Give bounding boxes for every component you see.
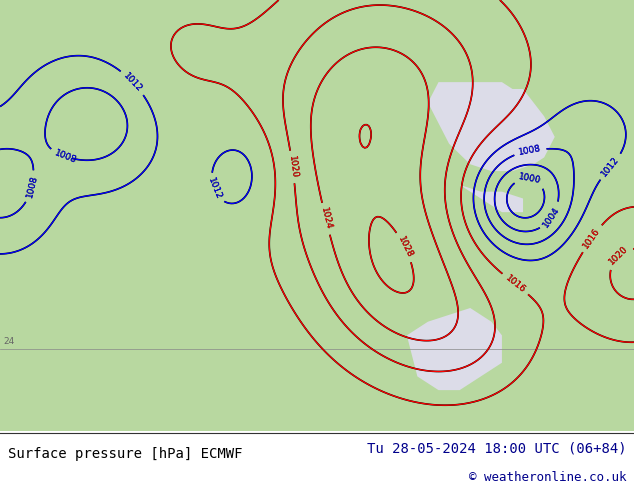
Text: 1024: 1024 [319, 207, 333, 231]
Text: 1008: 1008 [25, 174, 39, 199]
Text: 1000: 1000 [518, 172, 542, 186]
Text: 1004: 1004 [541, 205, 562, 229]
Text: 1016: 1016 [503, 273, 527, 294]
Text: 1016: 1016 [503, 273, 527, 294]
Text: 1024: 1024 [319, 207, 333, 231]
Text: 1020: 1020 [607, 245, 630, 267]
Text: 1028: 1028 [396, 235, 414, 259]
Text: 1008: 1008 [518, 144, 542, 157]
Polygon shape [428, 82, 555, 171]
Polygon shape [407, 308, 502, 390]
Text: 1016: 1016 [581, 226, 602, 250]
Text: 1008: 1008 [518, 144, 542, 157]
Text: 1012: 1012 [205, 176, 223, 201]
Text: 1020: 1020 [607, 245, 630, 267]
Text: 1012: 1012 [600, 155, 621, 178]
Polygon shape [439, 185, 523, 212]
Text: Tu 28-05-2024 18:00 UTC (06+84): Tu 28-05-2024 18:00 UTC (06+84) [366, 442, 626, 456]
Text: © weatheronline.co.uk: © weatheronline.co.uk [469, 470, 626, 484]
Text: 1028: 1028 [396, 235, 414, 259]
Text: 1012: 1012 [600, 155, 621, 178]
Text: 1012: 1012 [205, 176, 223, 201]
Text: 1008: 1008 [53, 148, 78, 165]
Text: 1008: 1008 [25, 174, 39, 199]
Text: 1020: 1020 [287, 155, 299, 179]
Text: 24: 24 [3, 337, 15, 345]
Text: Surface pressure [hPa] ECMWF: Surface pressure [hPa] ECMWF [8, 446, 242, 461]
Text: 1000: 1000 [518, 172, 542, 186]
Polygon shape [37, 21, 607, 417]
Text: 1004: 1004 [541, 205, 562, 229]
Text: 1012: 1012 [122, 71, 144, 94]
Text: 1020: 1020 [287, 155, 299, 179]
Text: 1008: 1008 [53, 148, 78, 165]
Text: 1016: 1016 [581, 226, 602, 250]
Text: 1012: 1012 [122, 71, 144, 94]
